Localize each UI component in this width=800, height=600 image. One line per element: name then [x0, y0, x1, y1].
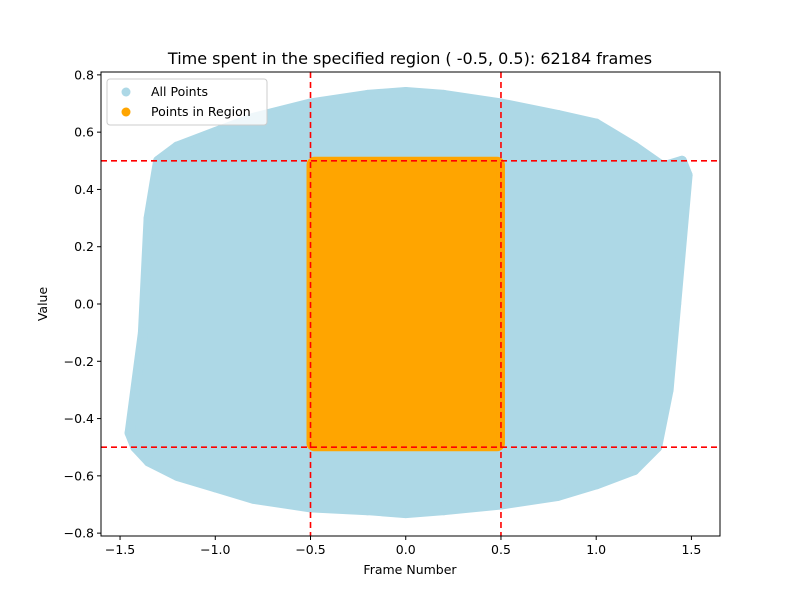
all-points-marker	[629, 141, 640, 152]
all-points-marker	[663, 384, 674, 395]
all-points-marker	[172, 141, 183, 152]
y-tick-label: 0.0	[74, 297, 94, 312]
all-points-marker	[248, 493, 259, 504]
x-tick-label: −1.0	[200, 542, 230, 557]
y-tick-label: −0.4	[64, 411, 94, 426]
all-points-marker	[652, 442, 663, 453]
y-axis-ticks: −0.8 −0.6 −0.4 −0.2 0.0 0.2 0.4 0.6 0.8	[64, 67, 101, 541]
legend-all-points-label: All Points	[151, 84, 208, 99]
all-points-marker	[657, 161, 668, 172]
y-tick-label: 0.4	[74, 182, 94, 197]
all-points-marker	[438, 89, 449, 100]
all-points-marker	[362, 89, 373, 100]
x-axis-label: Frame Number	[363, 562, 457, 577]
points-in-region-block	[306, 156, 505, 452]
y-axis-label: Value	[35, 287, 50, 322]
all-points-marker	[153, 155, 164, 166]
all-points-marker	[591, 479, 602, 490]
legend-points-in-region-marker	[121, 107, 131, 117]
all-points-marker	[400, 87, 411, 98]
all-points-marker	[172, 470, 183, 481]
y-tick-label: 0.2	[74, 239, 94, 254]
x-axis-ticks: −1.5 −1.0 −0.5 0.0 0.5 1.0 1.5	[105, 536, 701, 557]
reference-lines	[101, 72, 720, 536]
legend-all-points-marker	[121, 87, 131, 97]
chart-title: Time spent in the specified region ( -0.…	[167, 49, 652, 68]
x-tick-label: −0.5	[295, 542, 325, 557]
x-tick-label: 1.0	[586, 542, 606, 557]
all-points-marker	[553, 490, 564, 501]
y-tick-label: 0.6	[74, 125, 94, 140]
legend-box	[106, 78, 268, 126]
x-tick-label: −1.5	[105, 542, 135, 557]
all-points-marker	[137, 327, 148, 338]
all-points-marker	[591, 118, 602, 129]
all-points-marker	[438, 505, 449, 516]
all-points-marker	[124, 427, 135, 438]
x-tick-label: 0.5	[491, 542, 511, 557]
all-points-marker	[629, 465, 640, 476]
all-points-marker	[143, 213, 154, 224]
all-points-marker	[362, 505, 373, 516]
points-in-region-series	[306, 156, 505, 452]
all-points-marker	[210, 127, 221, 138]
y-tick-label: −0.2	[64, 354, 94, 369]
y-tick-label: −0.8	[64, 526, 94, 541]
all-points-marker	[400, 508, 411, 519]
all-points-marker	[671, 299, 682, 309]
all-points-marker	[210, 482, 221, 493]
all-points-marker	[682, 170, 693, 181]
legend: All Points Points in Region	[106, 78, 268, 126]
y-tick-label: −0.6	[64, 468, 94, 483]
x-tick-label: 0.0	[396, 542, 416, 557]
all-points-marker	[143, 456, 154, 467]
x-tick-label: 1.5	[681, 542, 701, 557]
all-points-marker	[553, 109, 564, 120]
y-tick-label: 0.8	[74, 67, 94, 82]
legend-points-in-region-label: Points in Region	[151, 104, 251, 119]
